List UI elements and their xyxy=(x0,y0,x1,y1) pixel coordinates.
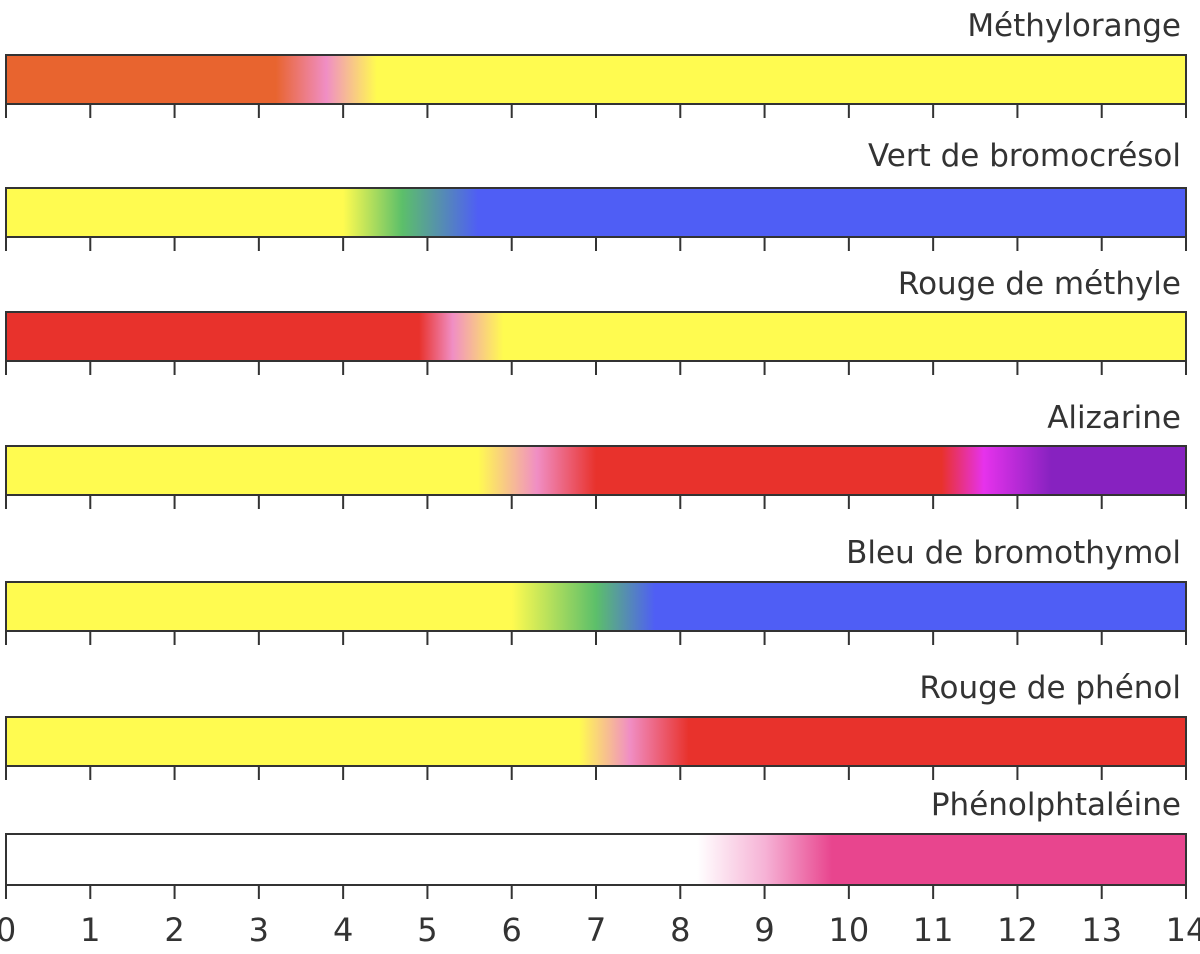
indicator-color-bar xyxy=(5,833,1187,886)
indicator-row: Méthylorange xyxy=(5,8,1187,118)
indicator-label: Rouge de méthyle xyxy=(898,266,1181,302)
x-tick-label: 1 xyxy=(80,911,100,949)
x-tick-label: 14 xyxy=(1166,911,1200,949)
x-tick-label: 12 xyxy=(997,911,1038,949)
indicator-color-bar xyxy=(5,716,1187,767)
indicator-color-bar xyxy=(5,54,1187,105)
indicator-color-bar xyxy=(5,187,1187,238)
indicator-row: Rouge de phénol xyxy=(5,670,1187,780)
x-tick-label: 4 xyxy=(333,911,353,949)
indicator-row: Alizarine xyxy=(5,400,1187,509)
indicator-row: Phénolphtaléine xyxy=(5,787,1187,899)
indicator-row: Bleu de bromothymol xyxy=(5,535,1187,645)
indicator-color-bar xyxy=(5,445,1187,496)
x-tick-label: 13 xyxy=(1081,911,1122,949)
x-tick-label: 5 xyxy=(417,911,437,949)
indicator-color-bar xyxy=(5,311,1187,362)
x-tick-label: 3 xyxy=(249,911,269,949)
x-tick-label: 6 xyxy=(502,911,522,949)
x-tick-label: 8 xyxy=(670,911,690,949)
indicator-label: Vert de bromocrésol xyxy=(868,138,1181,174)
x-tick-label: 7 xyxy=(586,911,606,949)
x-tick-label: 9 xyxy=(754,911,774,949)
indicator-label: Phénolphtaléine xyxy=(931,787,1181,823)
indicator-label: Rouge de phénol xyxy=(919,670,1181,706)
indicator-color-bar xyxy=(5,581,1187,632)
indicator-label: Bleu de bromothymol xyxy=(846,535,1181,571)
indicator-row: Rouge de méthyle xyxy=(5,266,1187,375)
x-tick-label: 10 xyxy=(828,911,869,949)
x-tick-label: 11 xyxy=(913,911,954,949)
indicator-row: Vert de bromocrésol xyxy=(5,138,1187,251)
x-tick-label: 2 xyxy=(164,911,184,949)
x-tick-label: 0 xyxy=(0,911,16,949)
indicator-label: Méthylorange xyxy=(967,8,1181,44)
indicator-label: Alizarine xyxy=(1047,400,1181,436)
